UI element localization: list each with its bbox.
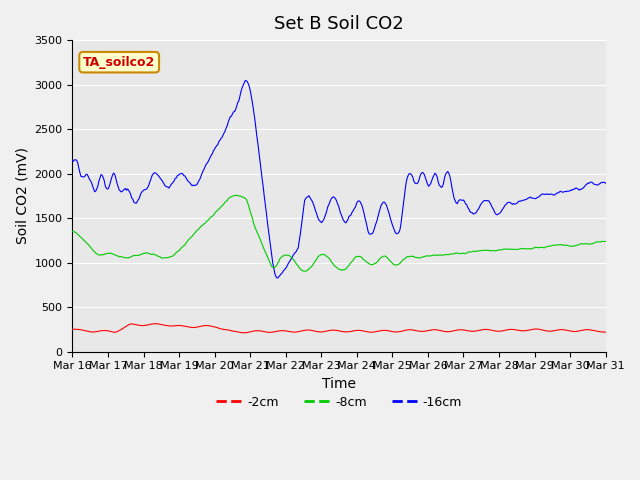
Text: TA_soilco2: TA_soilco2 — [83, 56, 156, 69]
Legend: -2cm, -8cm, -16cm: -2cm, -8cm, -16cm — [211, 391, 467, 414]
X-axis label: Time: Time — [322, 377, 356, 391]
Y-axis label: Soil CO2 (mV): Soil CO2 (mV) — [15, 147, 29, 244]
Title: Set B Soil CO2: Set B Soil CO2 — [274, 15, 404, 33]
